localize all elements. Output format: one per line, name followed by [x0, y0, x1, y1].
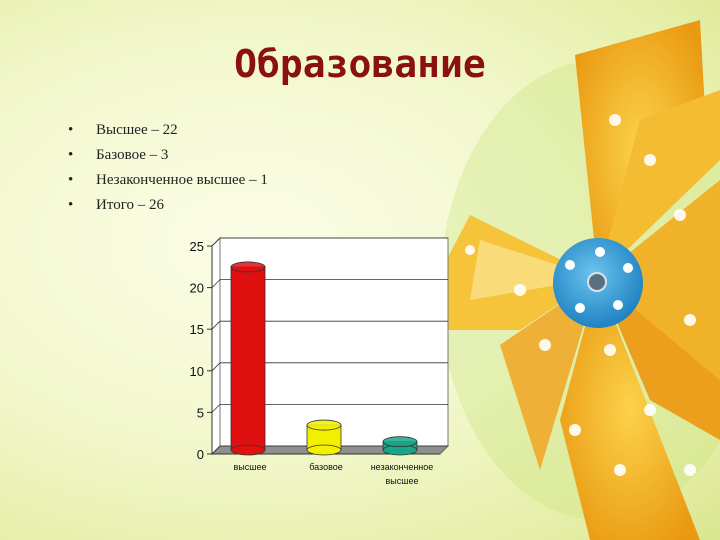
bullet-item: • Итого – 26 [68, 194, 268, 219]
x-tick-label: высшее [386, 476, 419, 486]
bullet-marker: • [68, 147, 74, 163]
x-tick-label: базовое [309, 462, 343, 472]
bullet-item: • Высшее – 22 [68, 119, 268, 144]
bar-top [382, 436, 418, 448]
y-tick-label: 25 [190, 239, 204, 254]
bar [230, 266, 266, 451]
y-tick-label: 10 [190, 364, 204, 379]
y-tick-label: 0 [197, 447, 204, 462]
bullet-item: • Незаконченное высшее – 1 [68, 169, 268, 194]
y-tick-label: 20 [190, 281, 204, 296]
gridline-side [211, 237, 221, 247]
slide-title: Образование [234, 42, 486, 86]
bullet-marker: • [68, 122, 74, 138]
gridline-side [211, 320, 221, 330]
gridline-side [211, 362, 221, 372]
bullet-item: • Базовое – 3 [68, 144, 268, 169]
bar-base [306, 444, 342, 456]
bar-top [230, 261, 266, 273]
x-tick-label: высшее [234, 462, 267, 472]
bar-base [230, 444, 266, 456]
bar-top [306, 419, 342, 431]
bar-chart: 0 5 10 15 20 25 высшее базовое незаконченное высш… [190, 236, 450, 486]
y-tick-label: 5 [197, 405, 204, 420]
gridline-side [211, 279, 221, 288]
side-wall [211, 236, 221, 456]
bullet-marker: • [68, 197, 74, 213]
gridline-side [211, 445, 221, 455]
bullet-list: • Высшее – 22 • Базовое – 3 • Незаконченное… [68, 119, 268, 219]
x-tick-label: незаконченное [371, 462, 434, 472]
bullet-text: Незаконченное высшее – 1 [96, 172, 268, 188]
bullet-text: Базовое – 3 [96, 147, 169, 163]
gridline-side [211, 404, 221, 413]
bullet-text: Высшее – 22 [96, 122, 178, 138]
bullet-marker: • [68, 172, 74, 188]
y-tick-label: 15 [190, 322, 204, 337]
bullet-text: Итого – 26 [96, 197, 164, 213]
